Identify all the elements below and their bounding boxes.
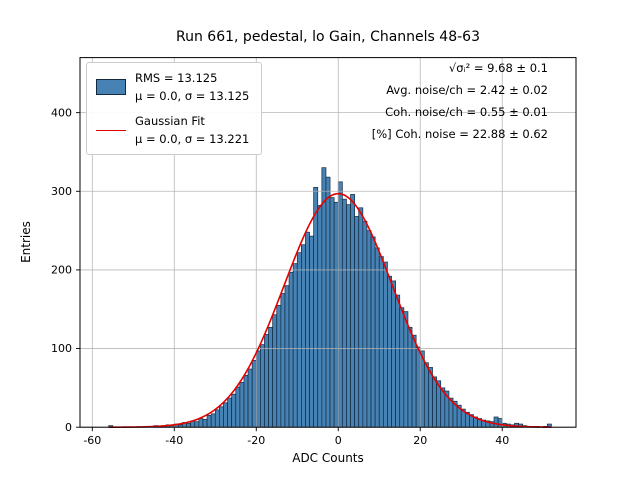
histogram-bar bbox=[309, 235, 315, 428]
histogram-bar bbox=[350, 194, 355, 428]
histogram-bar bbox=[378, 256, 384, 428]
histogram-bar bbox=[346, 204, 351, 428]
histogram-bar bbox=[313, 187, 319, 428]
legend-entry-fit: Gaussian Fit μ = 0.0, σ = 13.221 bbox=[96, 112, 249, 148]
histogram-bar bbox=[247, 368, 253, 428]
y-tick-label: 400 bbox=[51, 106, 72, 119]
histogram-bar bbox=[272, 314, 278, 428]
histogram-bar bbox=[317, 205, 323, 428]
histogram-bar bbox=[194, 421, 200, 428]
histogram-bar bbox=[305, 231, 310, 428]
histogram-bar bbox=[374, 247, 380, 428]
histogram-bar bbox=[186, 422, 192, 428]
histogram-bar bbox=[329, 197, 335, 428]
legend-label-fit-params: μ = 0.0, σ = 13.221 bbox=[135, 132, 250, 146]
histogram-bar bbox=[362, 220, 368, 428]
histogram-bar bbox=[210, 413, 216, 428]
histogram-bar bbox=[387, 275, 392, 428]
histogram-bar bbox=[321, 167, 327, 428]
histogram-bar bbox=[333, 201, 339, 428]
histogram-bar bbox=[419, 350, 425, 428]
fit-line-swatch-icon bbox=[96, 129, 126, 131]
histogram-bar bbox=[296, 252, 302, 428]
histogram-bar bbox=[231, 393, 237, 428]
stat-avg-noise: Avg. noise/ch = 2.42 ± 0.02 bbox=[386, 83, 548, 97]
x-tick-label: 0 bbox=[335, 434, 342, 447]
histogram-bar bbox=[219, 406, 224, 428]
chart-title: Run 661, pedestal, lo Gain, Channels 48-… bbox=[176, 29, 480, 45]
histogram-bar bbox=[395, 294, 401, 428]
stat-sigma-total: √σᵢ² = 9.68 ± 0.1 bbox=[448, 61, 548, 75]
histogram-bar bbox=[198, 418, 204, 428]
y-tick-label: 300 bbox=[51, 185, 72, 198]
histogram-bar bbox=[391, 280, 396, 428]
gaussian-fit-line bbox=[108, 192, 552, 428]
x-axis-label: ADC Counts bbox=[292, 451, 364, 465]
histogram-bar bbox=[280, 293, 286, 428]
legend-label-hist-params: μ = 0.0, σ = 13.125 bbox=[135, 89, 250, 103]
histogram-bar bbox=[415, 346, 421, 428]
histogram-bar bbox=[214, 409, 220, 428]
legend: RMS = 13.125 μ = 0.0, σ = 13.125 Gaussia… bbox=[86, 62, 263, 155]
histogram-bar bbox=[407, 326, 413, 428]
histogram-bar bbox=[493, 416, 499, 428]
histogram-bar bbox=[370, 236, 376, 428]
legend-label-rms: RMS = 13.125 bbox=[135, 71, 218, 85]
histogram-bar bbox=[223, 402, 228, 428]
y-tick-label: 200 bbox=[51, 264, 72, 277]
histogram-bar bbox=[202, 418, 208, 428]
histogram-bar bbox=[284, 285, 290, 428]
histogram-bar bbox=[432, 376, 437, 428]
histogram-bar bbox=[382, 261, 388, 428]
histogram-bar bbox=[276, 304, 282, 428]
x-tick-label: 40 bbox=[495, 434, 509, 447]
histogram-bar bbox=[428, 367, 433, 428]
histogram-bar bbox=[358, 207, 364, 428]
histogram-bar bbox=[399, 307, 405, 428]
histogram-swatch-icon bbox=[96, 79, 126, 95]
histogram-bar bbox=[268, 326, 274, 428]
histogram-bar bbox=[411, 334, 417, 428]
histogram-bar bbox=[239, 382, 245, 428]
histogram-bar bbox=[292, 263, 298, 428]
y-axis-label: Entries bbox=[19, 221, 33, 263]
y-tick-label: 0 bbox=[65, 421, 72, 434]
histogram-bar bbox=[423, 362, 429, 428]
x-tick-label: 20 bbox=[413, 434, 427, 447]
histogram-bar bbox=[403, 311, 409, 428]
x-tick-label: -60 bbox=[83, 434, 101, 447]
legend-label-fit: Gaussian Fit bbox=[135, 114, 205, 128]
x-tick-label: -20 bbox=[247, 434, 265, 447]
histogram-bar bbox=[337, 181, 343, 428]
histogram-bar bbox=[301, 244, 306, 428]
histogram-bar bbox=[366, 230, 372, 428]
y-tick-label: 100 bbox=[51, 342, 72, 355]
legend-entry-histogram: RMS = 13.125 μ = 0.0, σ = 13.125 bbox=[96, 69, 249, 105]
histogram-bar bbox=[325, 176, 331, 428]
histogram-bar bbox=[354, 216, 360, 428]
stat-coh-noise-pct: [%] Coh. noise = 22.88 ± 0.62 bbox=[371, 127, 548, 141]
histogram-bar bbox=[260, 344, 265, 428]
histogram-bar bbox=[206, 415, 212, 428]
histogram-bar bbox=[251, 360, 257, 428]
histogram-bar bbox=[341, 198, 347, 428]
x-tick-label: -40 bbox=[165, 434, 183, 447]
histogram-bar bbox=[243, 374, 249, 428]
histogram-bar bbox=[235, 386, 241, 428]
histogram-bar bbox=[255, 350, 261, 428]
histogram-bar bbox=[288, 271, 294, 428]
axes-spines bbox=[79, 57, 577, 428]
histogram-bar bbox=[497, 418, 503, 428]
stat-coh-noise: Coh. noise/ch = 0.55 ± 0.01 bbox=[385, 105, 548, 119]
stats-annotations: √σᵢ² = 9.68 ± 0.1 Avg. noise/ch = 2.42 ±… bbox=[372, 57, 548, 145]
histogram-bar bbox=[227, 397, 233, 428]
